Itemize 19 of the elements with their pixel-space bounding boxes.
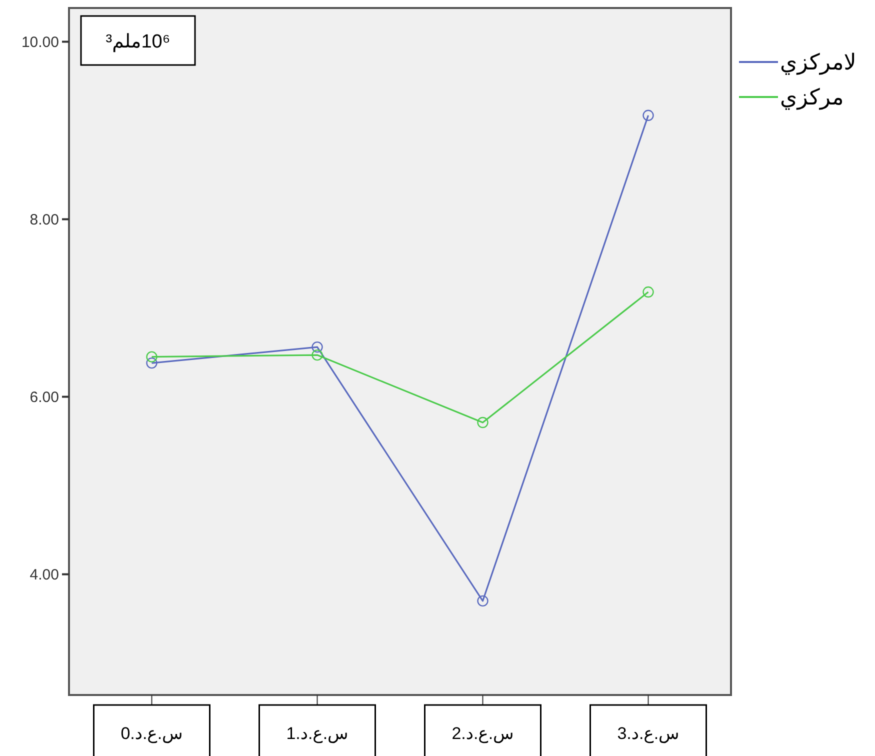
point xyxy=(146,351,158,362)
point xyxy=(477,595,488,607)
point xyxy=(312,349,323,361)
point xyxy=(312,341,323,353)
y-tick-label: 4.00 xyxy=(30,566,59,584)
legend-label: مركزي xyxy=(780,84,844,111)
x-tick-label: س.ع.د.3 xyxy=(617,724,680,744)
point xyxy=(146,357,158,369)
y-tick-label: 10.00 xyxy=(21,34,59,51)
annotation: 10⁶ملم³ xyxy=(106,32,170,53)
y-tick-label: 6.00 xyxy=(30,389,59,406)
point xyxy=(477,416,488,428)
x-tick-label: س.ع.د.1 xyxy=(286,724,348,744)
legend-label: لامركزي xyxy=(780,50,856,76)
x-tick-label: س.ع.د.2 xyxy=(452,724,514,744)
point xyxy=(642,286,654,298)
point xyxy=(642,110,654,121)
x-tick-label: س.ع.د.0 xyxy=(120,724,183,744)
y-tick-label: 8.00 xyxy=(30,212,59,228)
